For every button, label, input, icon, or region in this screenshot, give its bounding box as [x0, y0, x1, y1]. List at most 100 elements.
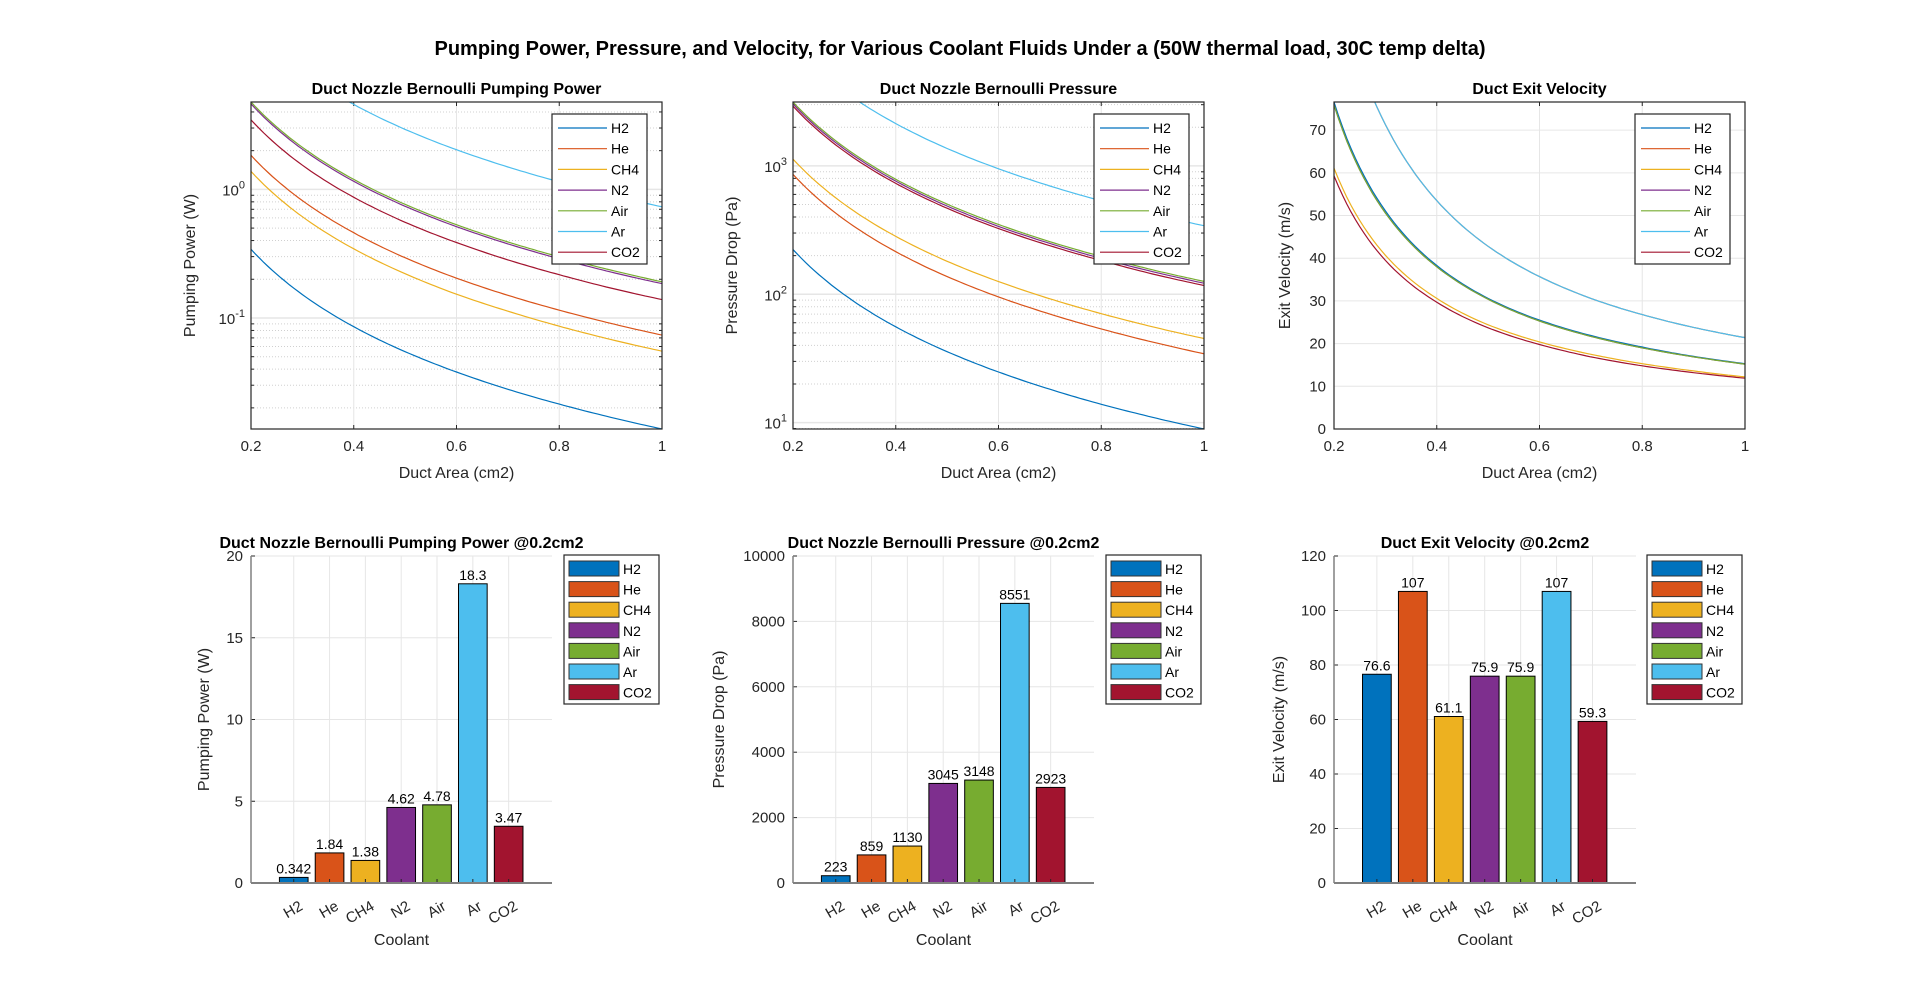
series-line-Air: [793, 102, 1204, 282]
bar-data-label: 107: [1545, 574, 1569, 590]
legend-label: Air: [1694, 203, 1711, 219]
chart-1: Duct Nozzle Bernoulli Pumping Power Duct …: [182, 81, 666, 482]
y-tick-label: 0: [777, 875, 785, 892]
chart-title: Duct Nozzle Bernoulli Pressure @0.2cm2: [788, 535, 1100, 552]
x-tick-label: N2: [1472, 898, 1497, 922]
x-tick-label: 0.8: [1091, 438, 1112, 455]
legend-label: Ar: [1706, 664, 1720, 680]
x-tick-label: Air: [1508, 898, 1532, 922]
x-tick-label: 1: [1741, 438, 1749, 455]
bar-data-label: 1.38: [352, 843, 379, 859]
legend-swatch-CO2: [1651, 684, 1703, 701]
x-tick-label: 0.6: [1529, 438, 1550, 455]
x-tick-label: H2: [1364, 898, 1389, 922]
legend: H2 He CH4 N2 Air Ar CO2: [1105, 554, 1202, 705]
y-tick-label: 100: [222, 179, 245, 199]
bar-He: [856, 854, 887, 884]
bar-data-label: 18.3: [459, 567, 486, 583]
y-tick-label: 10-1: [219, 308, 245, 328]
bar-data-label: 107: [1401, 574, 1425, 590]
legend-label: He: [1694, 141, 1712, 157]
x-tick-label: CH4: [343, 898, 377, 928]
chart-2: Duct Nozzle Bernoulli Pressure Duct Area …: [724, 81, 1208, 482]
legend-swatch-CH4: [568, 601, 620, 618]
legend-label: He: [623, 582, 641, 598]
legend-label: Air: [611, 203, 628, 219]
bar-CO2: [493, 825, 524, 884]
legend: H2 He CH4 N2 Air Ar CO2: [1093, 113, 1190, 265]
bar-data-label: 76.6: [1363, 657, 1390, 673]
legend: H2 He CH4 N2 Air Ar CO2: [563, 554, 660, 705]
legend-box: [1093, 113, 1190, 265]
legend-label: N2: [1694, 182, 1712, 198]
legend-label: Ar: [1153, 224, 1167, 240]
chart-5: Duct Nozzle Bernoulli Pressure @0.2cm2 Co…: [711, 535, 1202, 949]
legend-swatch-N2: [568, 622, 620, 639]
axes-box: [1333, 101, 1746, 430]
legend-label: CO2: [1153, 244, 1182, 260]
legend-swatch-CH4: [1110, 601, 1162, 618]
y-tick-label: 0: [1318, 421, 1326, 438]
legend: H2 He CH4 N2 Air Ar CO2: [551, 113, 648, 265]
y-tick-label: 80: [1309, 657, 1326, 674]
legend-label: Ar: [623, 664, 637, 680]
y-tick-label: 100: [1301, 603, 1326, 620]
x-tick-label: H2: [823, 898, 848, 922]
legend-label: H2: [1153, 120, 1171, 136]
bar-data-label: 75.9: [1471, 659, 1498, 675]
legend-label: Air: [1706, 643, 1723, 659]
x-tick-label: CO2: [1027, 898, 1062, 928]
y-axis-label: Exit Velocity (m/s): [1271, 656, 1288, 783]
series-line-H2: [251, 248, 662, 429]
x-tick-label: CO2: [1569, 898, 1604, 928]
x-axis-label: Coolant: [374, 932, 430, 949]
y-axis-label: Pressure Drop (Pa): [711, 651, 728, 789]
legend-swatch-H2: [1651, 560, 1703, 577]
y-tick-label: 50: [1309, 208, 1326, 225]
bar-N2: [386, 806, 417, 884]
y-tick-label: 30: [1309, 293, 1326, 310]
series-line-CO2: [793, 105, 1204, 287]
series-line-He: [251, 154, 662, 336]
x-tick-label: 1: [1200, 438, 1208, 455]
legend-label: N2: [1153, 182, 1171, 198]
legend-label: N2: [1706, 623, 1724, 639]
series-line-Air: [1334, 104, 1745, 365]
legend-label: CO2: [1706, 685, 1735, 701]
y-tick-label: 120: [1301, 548, 1326, 565]
legend-swatch-Air: [568, 642, 620, 659]
bar-data-label: 75.9: [1507, 659, 1534, 675]
bar-He: [314, 852, 345, 884]
x-tick-label: N2: [930, 898, 955, 922]
y-tick-label: 60: [1309, 165, 1326, 182]
y-axis-label: Exit Velocity (m/s): [1277, 202, 1294, 329]
x-tick-label: CH4: [1426, 898, 1460, 928]
series-line-Ar: [1374, 102, 1745, 339]
y-tick-exponent: -1: [235, 308, 245, 320]
y-tick-label: 4000: [752, 744, 785, 761]
y-tick-label: 20: [1309, 821, 1326, 838]
series-line-N2: [793, 103, 1204, 284]
legend-swatch-CO2: [1110, 684, 1162, 701]
legend-label: Ar: [1165, 664, 1179, 680]
legend-label: Ar: [1694, 224, 1708, 240]
x-tick-label: He: [316, 898, 341, 922]
y-tick-label: 40: [1309, 250, 1326, 267]
y-tick-label: 40: [1309, 766, 1326, 783]
chart-title: Duct Nozzle Bernoulli Pressure: [880, 81, 1117, 98]
legend-label: Ar: [611, 224, 625, 240]
bar-Ar: [1000, 602, 1030, 884]
x-tick-label: 0.4: [885, 438, 906, 455]
y-tick-label: 101: [764, 413, 787, 433]
bar-data-label: 59.3: [1579, 704, 1606, 720]
series-line-N2: [251, 103, 662, 285]
series-line-CH4: [251, 170, 662, 352]
legend: H2 He CH4 N2 Air Ar CO2: [1646, 554, 1743, 705]
y-tick-label: 102: [764, 284, 787, 304]
x-axis-label: Duct Area (cm2): [1482, 465, 1598, 482]
x-tick-label: Ar: [463, 898, 484, 920]
y-tick-label: 15: [226, 630, 243, 647]
series-line-Air: [251, 102, 662, 283]
series-line-H2: [793, 249, 1204, 429]
series-line-CO2: [1334, 175, 1745, 379]
